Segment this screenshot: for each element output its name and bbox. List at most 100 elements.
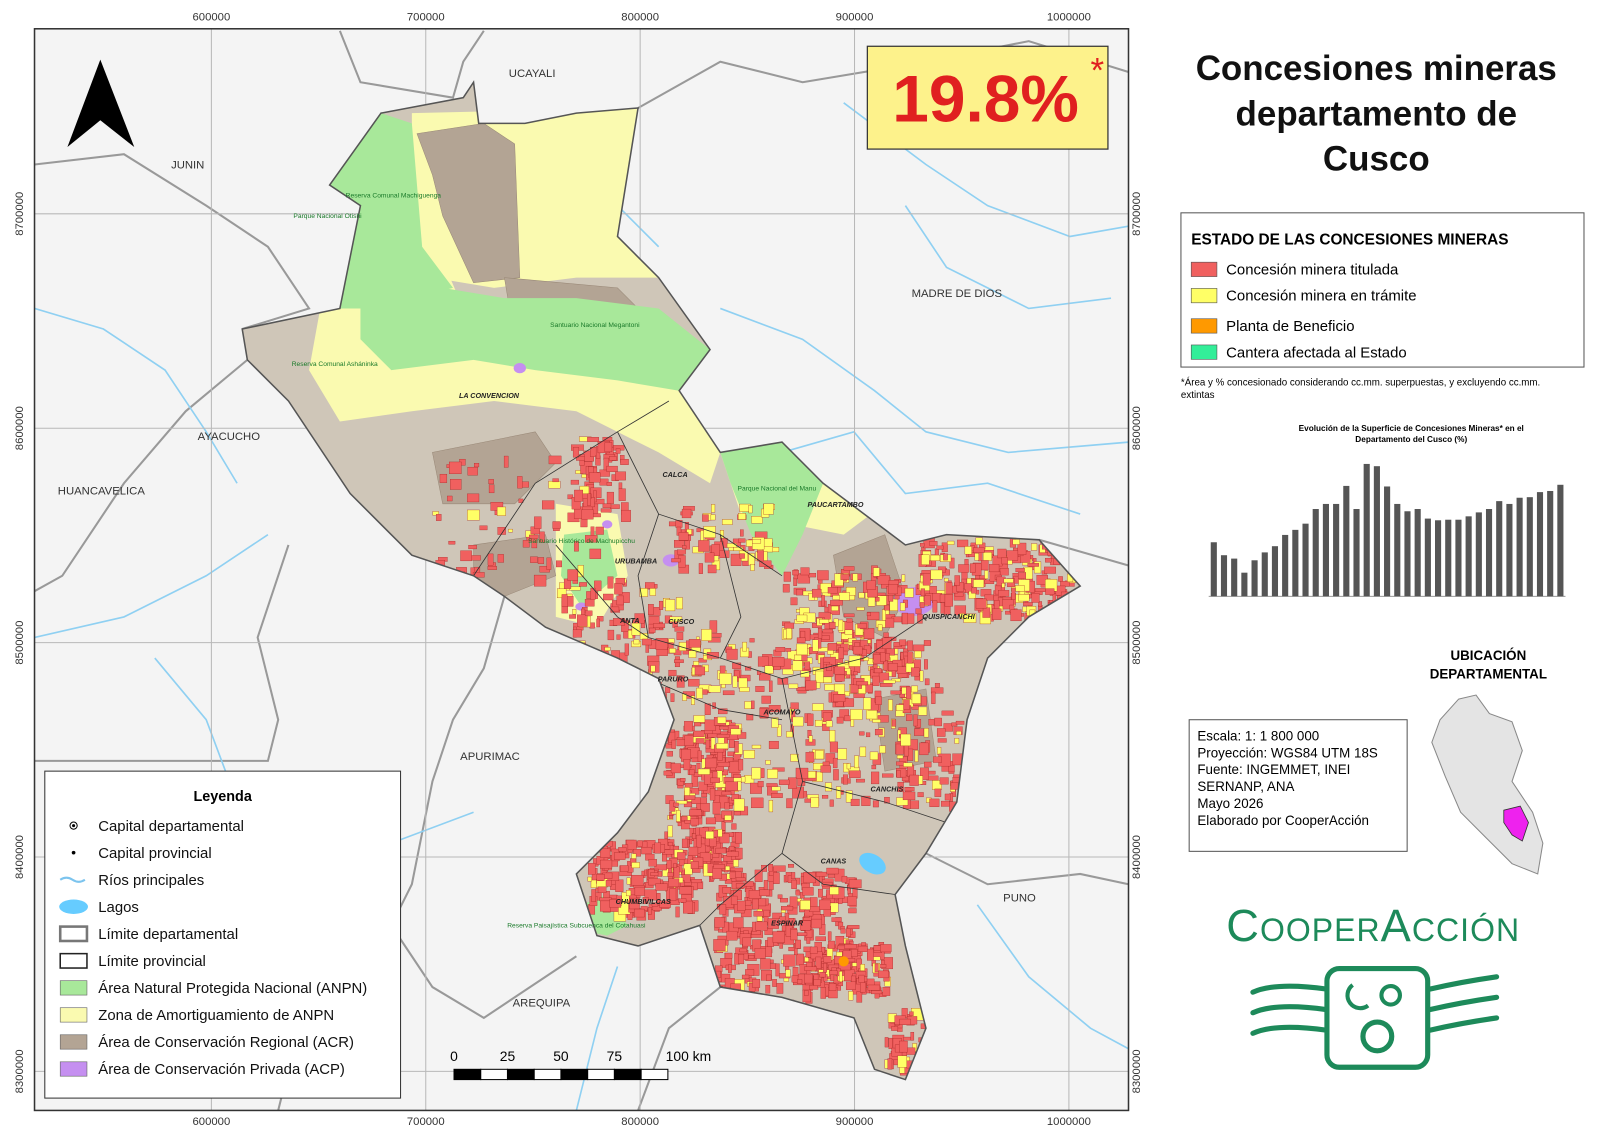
concession — [802, 989, 811, 1003]
province-boundary — [648, 678, 783, 721]
concession — [936, 728, 946, 737]
concession — [783, 571, 791, 582]
concession — [596, 618, 601, 628]
concession — [1031, 593, 1040, 603]
concession — [488, 479, 494, 485]
anpn-area — [360, 287, 711, 391]
concession — [790, 929, 798, 941]
concession — [684, 795, 696, 800]
concession — [479, 525, 488, 531]
concession — [606, 491, 614, 504]
acr-area — [416, 123, 521, 284]
concession — [719, 673, 732, 685]
concession — [705, 739, 710, 750]
concession — [805, 752, 815, 763]
concession — [748, 955, 755, 959]
concession — [909, 774, 919, 786]
concession — [716, 743, 729, 750]
concession — [959, 613, 965, 620]
concession — [947, 540, 955, 545]
concession — [1018, 594, 1030, 602]
concession — [604, 647, 611, 651]
concession — [939, 777, 949, 785]
concession — [648, 878, 661, 886]
concession — [899, 1018, 911, 1025]
concession — [857, 945, 868, 952]
concession — [838, 592, 850, 601]
concession — [999, 568, 1009, 576]
concession — [849, 770, 861, 778]
concession — [859, 746, 867, 757]
concession — [735, 832, 742, 844]
concession — [913, 644, 925, 652]
bar — [1455, 519, 1462, 597]
concession — [982, 552, 992, 561]
concession — [819, 619, 830, 624]
concession — [752, 898, 759, 910]
concession — [819, 924, 826, 935]
concession — [740, 529, 744, 537]
concession — [815, 720, 823, 727]
area-label: Parque Nacional del Manu — [738, 485, 817, 492]
concession — [982, 607, 991, 618]
concession — [557, 588, 567, 599]
concession — [831, 917, 842, 922]
concession — [739, 687, 750, 692]
legend-symbol — [59, 899, 88, 914]
concession — [844, 629, 853, 635]
concession — [834, 666, 845, 675]
concession — [863, 628, 875, 640]
concession — [739, 948, 747, 953]
concession — [847, 925, 860, 930]
concession — [768, 800, 774, 813]
x-tick-label: 700000 — [407, 1116, 445, 1128]
concession — [895, 743, 904, 755]
concession — [436, 514, 442, 521]
bar — [1435, 520, 1442, 597]
concession — [941, 710, 954, 716]
concession — [645, 644, 650, 653]
concession — [877, 575, 890, 585]
concession — [670, 693, 675, 702]
concession — [567, 494, 574, 500]
concession — [649, 627, 656, 633]
concession — [779, 916, 786, 924]
province-boundary — [617, 431, 783, 577]
concession — [929, 541, 938, 546]
concession — [556, 560, 562, 568]
concession — [1003, 578, 1014, 583]
concession — [712, 702, 716, 709]
concession — [809, 906, 820, 912]
concession — [944, 593, 953, 607]
concession — [684, 820, 692, 824]
concession — [923, 640, 931, 646]
region-label: AREQUIPA — [513, 998, 571, 1010]
concession — [909, 1011, 914, 1016]
legend-symbol — [71, 850, 76, 855]
concession — [695, 738, 705, 744]
status-swatch — [1190, 288, 1218, 304]
concession — [647, 907, 652, 915]
department-boundary — [1038, 538, 1129, 567]
concession — [713, 939, 726, 951]
chart-title: Departamento del Cusco (%) — [1355, 435, 1467, 444]
x-tick-label: 800000 — [621, 1116, 659, 1128]
concession — [721, 519, 733, 525]
bar — [1547, 490, 1554, 597]
concession — [589, 548, 602, 559]
concession — [788, 683, 799, 689]
concession — [748, 505, 753, 514]
concession — [670, 763, 681, 774]
concession — [998, 590, 1010, 597]
concession — [903, 699, 910, 710]
concession — [552, 521, 561, 529]
concession — [789, 896, 798, 909]
province-boundary — [637, 513, 660, 638]
concession — [944, 577, 949, 582]
concession — [668, 878, 680, 888]
concession — [910, 800, 920, 809]
concession — [854, 755, 859, 769]
legend-symbol — [59, 1007, 88, 1023]
concession — [820, 987, 826, 999]
